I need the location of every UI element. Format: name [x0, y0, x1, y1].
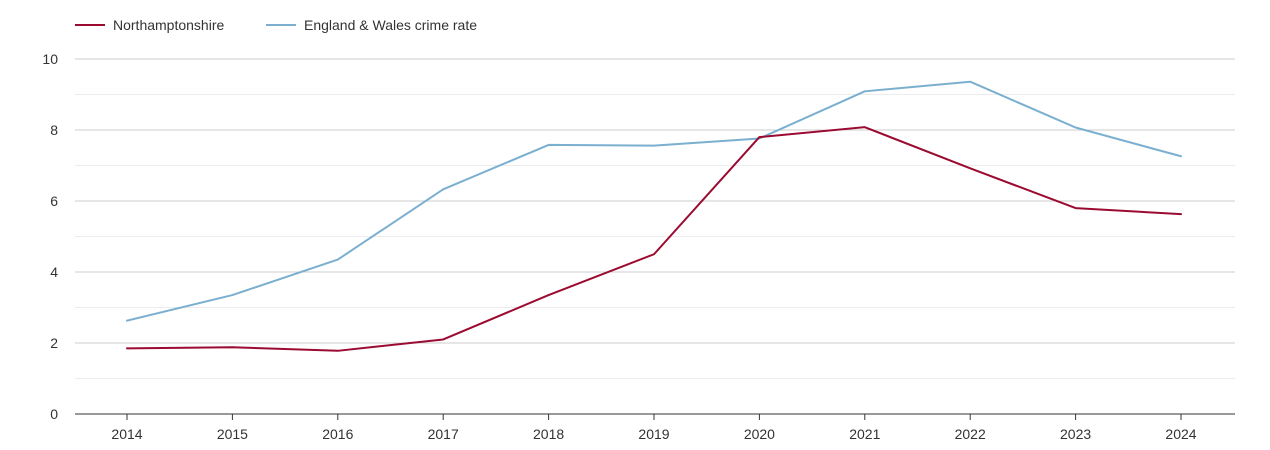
- gridlines: [75, 58, 1235, 379]
- x-tick-label: 2023: [1060, 426, 1091, 442]
- x-tick-label: 2014: [111, 426, 142, 442]
- y-tick-label: 10: [42, 51, 58, 67]
- x-axis: 2014 2015 2016 2017 2018 2019 2020 2021 2022 2023…: [75, 413, 1235, 442]
- x-tick-label: 2019: [638, 426, 669, 442]
- x-tick-label: 2015: [217, 426, 248, 442]
- x-tick-label: 2020: [744, 426, 775, 442]
- x-tick-label: 2018: [533, 426, 564, 442]
- y-tick-label: 0: [50, 406, 58, 422]
- y-tick-label: 6: [50, 193, 58, 209]
- y-tick-label: 8: [50, 122, 58, 138]
- x-tick-label: 2021: [849, 426, 880, 442]
- x-tick-label: 2024: [1165, 426, 1196, 442]
- x-tick-label: 2016: [322, 426, 353, 442]
- chart-legend: Northamptonshire England & Wales crime r…: [75, 17, 477, 33]
- x-tick-label: 2022: [955, 426, 986, 442]
- x-tick-label: 2017: [428, 426, 459, 442]
- series-line-england-wales: [126, 80, 1182, 322]
- y-axis: 0 2 4 6 8 10: [42, 51, 58, 422]
- series-line-northamptonshire: [126, 126, 1182, 352]
- y-tick-label: 2: [50, 335, 58, 351]
- legend-label-northamptonshire: Northamptonshire: [113, 17, 224, 33]
- legend-label-england-wales: England & Wales crime rate: [304, 17, 477, 33]
- y-tick-label: 4: [50, 264, 58, 280]
- series-layer: [126, 80, 1182, 352]
